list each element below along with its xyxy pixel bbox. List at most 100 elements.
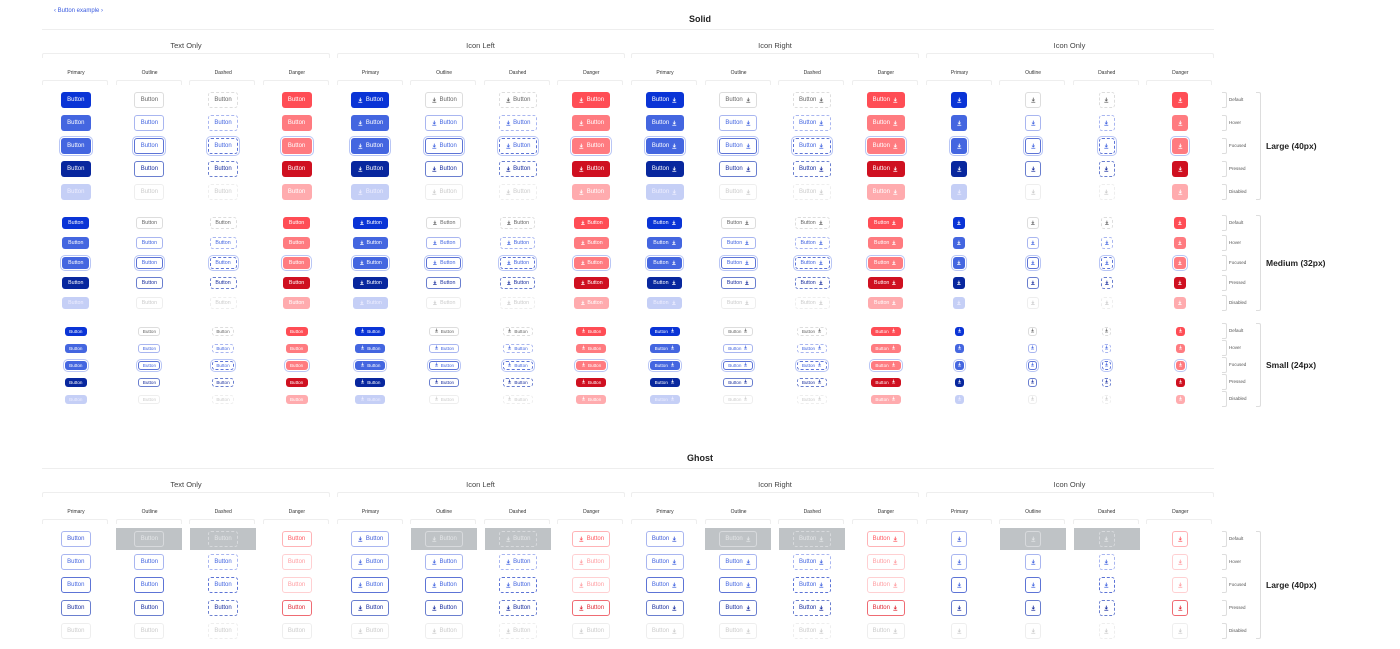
button-text-only-outline-hover[interactable]: Button bbox=[134, 554, 165, 570]
button-text-only-outline-focused[interactable]: Button bbox=[134, 577, 165, 593]
button-icon-only-outline-pressed[interactable] bbox=[1024, 161, 1041, 177]
button-icon-right-dashed-default[interactable]: Button bbox=[793, 531, 831, 547]
button-text-only-dashed-focused[interactable]: Button bbox=[208, 577, 238, 593]
button-icon-left-dashed-focused[interactable]: Button bbox=[500, 257, 535, 269]
button-icon-only-dashed-focused[interactable] bbox=[1098, 577, 1115, 593]
button-icon-only-primary-hover[interactable] bbox=[951, 554, 968, 570]
button-icon-left-danger-default[interactable]: Button bbox=[572, 531, 611, 547]
button-icon-left-outline-default[interactable]: Button bbox=[428, 326, 459, 336]
button-icon-right-outline-pressed[interactable]: Button bbox=[719, 600, 758, 616]
button-text-only-danger-default[interactable]: Button bbox=[285, 326, 308, 336]
button-icon-right-outline-focused[interactable]: Button bbox=[720, 257, 756, 269]
button-text-only-primary-focused[interactable]: Button bbox=[62, 257, 90, 269]
button-icon-right-outline-default[interactable]: Button bbox=[719, 531, 758, 547]
button-icon-only-danger-default[interactable] bbox=[1172, 92, 1189, 108]
button-icon-left-primary-focused[interactable]: Button bbox=[352, 257, 388, 269]
button-icon-only-dashed-hover[interactable] bbox=[1100, 237, 1113, 249]
button-icon-right-outline-default[interactable]: Button bbox=[723, 326, 754, 336]
button-text-only-dashed-pressed[interactable]: Button bbox=[209, 277, 237, 289]
button-icon-left-dashed-focused[interactable]: Button bbox=[498, 577, 537, 593]
button-icon-only-dashed-pressed[interactable] bbox=[1102, 377, 1111, 387]
button-icon-left-danger-focused[interactable]: Button bbox=[572, 138, 611, 154]
button-icon-left-dashed-default[interactable]: Button bbox=[500, 217, 535, 229]
button-icon-only-dashed-default[interactable] bbox=[1100, 217, 1113, 229]
button-text-only-outline-pressed[interactable]: Button bbox=[138, 377, 161, 387]
button-icon-left-primary-focused[interactable]: Button bbox=[351, 577, 390, 593]
button-text-only-outline-pressed[interactable]: Button bbox=[135, 277, 163, 289]
button-icon-right-danger-focused[interactable]: Button bbox=[868, 257, 904, 269]
button-icon-left-outline-focused[interactable]: Button bbox=[424, 577, 463, 593]
button-text-only-dashed-hover[interactable]: Button bbox=[209, 237, 237, 249]
button-icon-right-danger-hover[interactable]: Button bbox=[866, 554, 905, 570]
button-icon-only-dashed-default[interactable] bbox=[1102, 326, 1111, 336]
button-icon-right-primary-hover[interactable]: Button bbox=[645, 115, 684, 131]
button-text-only-outline-default[interactable]: Button bbox=[135, 217, 163, 229]
button-text-only-primary-pressed[interactable]: Button bbox=[60, 161, 91, 177]
button-icon-right-dashed-pressed[interactable]: Button bbox=[793, 600, 831, 616]
button-icon-left-danger-pressed[interactable]: Button bbox=[573, 277, 609, 289]
button-icon-left-primary-default[interactable]: Button bbox=[351, 92, 390, 108]
button-text-only-dashed-pressed[interactable]: Button bbox=[208, 600, 238, 616]
button-icon-only-primary-pressed[interactable] bbox=[951, 600, 968, 616]
button-icon-left-dashed-default[interactable]: Button bbox=[498, 531, 537, 547]
button-icon-left-danger-focused[interactable]: Button bbox=[576, 360, 607, 370]
button-icon-only-outline-focused[interactable] bbox=[1028, 360, 1038, 370]
button-icon-right-dashed-hover[interactable]: Button bbox=[797, 343, 827, 353]
button-icon-left-primary-pressed[interactable]: Button bbox=[351, 600, 390, 616]
button-icon-left-outline-pressed[interactable]: Button bbox=[424, 161, 463, 177]
button-text-only-primary-pressed[interactable]: Button bbox=[60, 600, 91, 616]
button-icon-right-dashed-focused[interactable]: Button bbox=[794, 257, 830, 269]
button-icon-right-dashed-pressed[interactable]: Button bbox=[794, 277, 830, 289]
button-text-only-outline-focused[interactable]: Button bbox=[138, 360, 161, 370]
button-icon-left-outline-default[interactable]: Button bbox=[426, 217, 462, 229]
button-icon-right-outline-focused[interactable]: Button bbox=[719, 138, 758, 154]
button-icon-only-outline-pressed[interactable] bbox=[1026, 277, 1039, 289]
button-icon-only-outline-focused[interactable] bbox=[1024, 138, 1041, 154]
button-icon-right-outline-pressed[interactable]: Button bbox=[720, 277, 756, 289]
button-icon-right-primary-focused[interactable]: Button bbox=[645, 138, 684, 154]
button-icon-right-primary-default[interactable]: Button bbox=[645, 92, 684, 108]
button-icon-right-primary-default[interactable]: Button bbox=[647, 217, 683, 229]
button-icon-only-outline-hover[interactable] bbox=[1024, 554, 1041, 570]
button-text-only-primary-hover[interactable]: Button bbox=[60, 115, 91, 131]
button-icon-right-dashed-pressed[interactable]: Button bbox=[797, 377, 827, 387]
button-text-only-dashed-default[interactable]: Button bbox=[212, 326, 234, 336]
button-text-only-primary-default[interactable]: Button bbox=[62, 217, 90, 229]
button-icon-only-primary-default[interactable] bbox=[951, 531, 968, 547]
button-icon-only-primary-default[interactable] bbox=[953, 217, 966, 229]
button-icon-left-dashed-hover[interactable]: Button bbox=[502, 343, 533, 353]
button-text-only-danger-pressed[interactable]: Button bbox=[281, 161, 312, 177]
button-icon-only-dashed-default[interactable] bbox=[1098, 92, 1115, 108]
button-icon-right-danger-hover[interactable]: Button bbox=[866, 115, 905, 131]
button-text-only-outline-focused[interactable]: Button bbox=[134, 138, 165, 154]
button-icon-right-danger-default[interactable]: Button bbox=[870, 326, 901, 336]
button-icon-left-dashed-default[interactable]: Button bbox=[502, 326, 533, 336]
button-icon-right-dashed-hover[interactable]: Button bbox=[794, 237, 830, 249]
button-icon-right-danger-pressed[interactable]: Button bbox=[868, 277, 904, 289]
button-icon-right-danger-hover[interactable]: Button bbox=[868, 237, 904, 249]
button-icon-right-outline-pressed[interactable]: Button bbox=[723, 377, 754, 387]
button-text-only-danger-default[interactable]: Button bbox=[283, 217, 311, 229]
button-icon-only-danger-focused[interactable] bbox=[1172, 138, 1189, 154]
button-icon-only-primary-default[interactable] bbox=[951, 92, 968, 108]
button-icon-left-outline-hover[interactable]: Button bbox=[424, 554, 463, 570]
button-text-only-outline-hover[interactable]: Button bbox=[134, 115, 165, 131]
button-icon-only-dashed-hover[interactable] bbox=[1102, 343, 1111, 353]
button-icon-only-dashed-hover[interactable] bbox=[1098, 554, 1115, 570]
button-icon-left-danger-default[interactable]: Button bbox=[576, 326, 607, 336]
button-icon-left-danger-pressed[interactable]: Button bbox=[576, 377, 607, 387]
button-text-only-danger-focused[interactable]: Button bbox=[283, 257, 311, 269]
button-icon-right-danger-focused[interactable]: Button bbox=[870, 360, 901, 370]
button-text-only-outline-default[interactable]: Button bbox=[134, 92, 165, 108]
button-text-only-dashed-hover[interactable]: Button bbox=[212, 343, 234, 353]
button-icon-left-danger-hover[interactable]: Button bbox=[572, 115, 611, 131]
button-icon-only-primary-hover[interactable] bbox=[954, 343, 964, 353]
button-icon-only-outline-default[interactable] bbox=[1028, 326, 1038, 336]
button-icon-left-primary-hover[interactable]: Button bbox=[355, 343, 386, 353]
button-icon-right-outline-hover[interactable]: Button bbox=[719, 554, 758, 570]
button-icon-right-dashed-default[interactable]: Button bbox=[797, 326, 827, 336]
button-icon-right-primary-hover[interactable]: Button bbox=[649, 343, 680, 353]
button-icon-left-danger-hover[interactable]: Button bbox=[573, 237, 609, 249]
button-icon-right-dashed-focused[interactable]: Button bbox=[793, 138, 831, 154]
button-icon-only-dashed-focused[interactable] bbox=[1098, 138, 1115, 154]
